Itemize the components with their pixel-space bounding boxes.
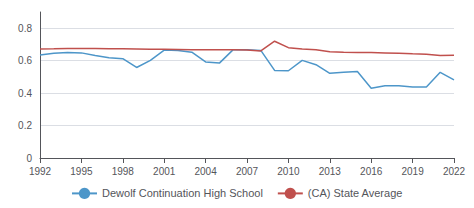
svg-text:1992: 1992 <box>29 166 52 177</box>
svg-text:0.2: 0.2 <box>18 120 32 131</box>
svg-text:0.4: 0.4 <box>18 88 32 99</box>
svg-text:0.6: 0.6 <box>18 55 32 66</box>
svg-text:2001: 2001 <box>153 166 176 177</box>
svg-text:2010: 2010 <box>277 166 300 177</box>
svg-text:2004: 2004 <box>194 166 217 177</box>
svg-text:2022: 2022 <box>443 166 466 177</box>
svg-text:1995: 1995 <box>70 166 93 177</box>
svg-text:2019: 2019 <box>401 166 424 177</box>
svg-text:2013: 2013 <box>319 166 342 177</box>
svg-text:0.8: 0.8 <box>18 23 32 34</box>
svg-text:0: 0 <box>26 153 32 164</box>
svg-text:2016: 2016 <box>360 166 383 177</box>
svg-text:(CA) State Average: (CA) State Average <box>308 187 403 199</box>
svg-text:1998: 1998 <box>112 166 135 177</box>
svg-text:2007: 2007 <box>236 166 259 177</box>
svg-text:Dewolf Continuation High Schoo: Dewolf Continuation High School <box>102 187 263 199</box>
